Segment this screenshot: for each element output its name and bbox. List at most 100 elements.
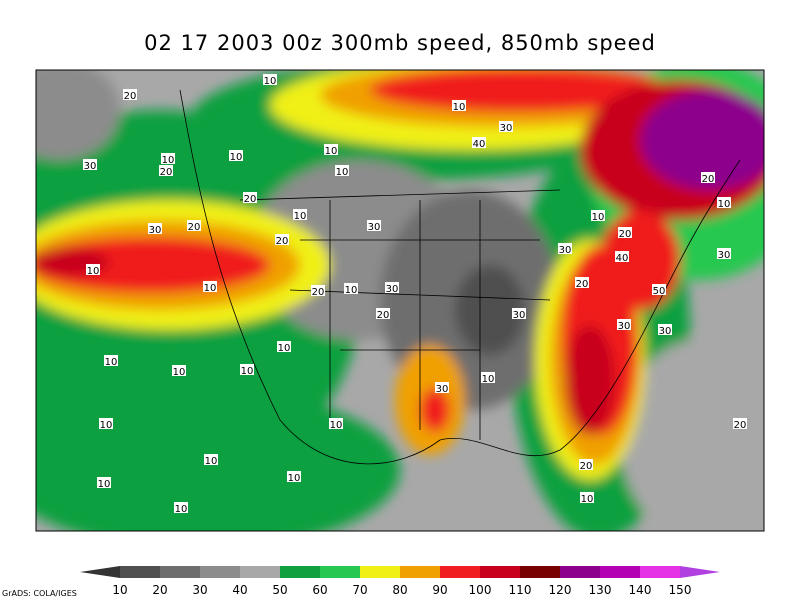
contour-label: 10 — [173, 367, 186, 378]
contour-label-box — [591, 210, 605, 221]
contour-label: 20 — [312, 287, 325, 298]
contour-label: 30 — [618, 321, 631, 332]
colorbar-label: 140 — [629, 583, 652, 597]
red-area — [420, 388, 450, 432]
contour-label: 10 — [482, 374, 495, 385]
contour-label: 10 — [294, 211, 307, 222]
map-title: 02 17 2003 00z 300mb speed, 850mb speed — [144, 31, 656, 55]
contour-label: 10 — [162, 155, 175, 166]
darkred-area — [565, 325, 615, 435]
contour-label-box — [335, 165, 349, 176]
map-field — [36, 70, 764, 531]
contour-label-box — [512, 308, 526, 319]
contour-label: 10 — [453, 102, 466, 113]
contour-label: 20 — [377, 310, 390, 321]
contour-label-box — [717, 197, 731, 208]
contour-label: 10 — [205, 456, 218, 467]
colorbar-box — [600, 566, 640, 578]
colorbar-label: 150 — [669, 583, 692, 597]
green-area — [36, 390, 400, 531]
coastline — [179, 89, 741, 465]
colorbar: 10 20 30 40 50 60 70 80 90 100 110 120 130 140 150 — [80, 566, 720, 597]
contour-label-box — [652, 284, 666, 295]
contour-label: 10 — [175, 504, 188, 515]
contour-label-box — [204, 454, 218, 465]
colorbar-label: 40 — [232, 583, 247, 597]
colorbar-label: 110 — [509, 583, 532, 597]
contour-label-box — [277, 341, 291, 352]
colorbar-box — [440, 566, 480, 578]
contour-label: 10 — [345, 285, 358, 296]
colorbar-box — [480, 566, 520, 578]
colorbar-box — [640, 566, 680, 578]
contour-label-box — [148, 223, 162, 234]
colorbar-label: 10 — [112, 583, 127, 597]
contour-label: 30 — [386, 284, 399, 295]
contour-label: 20 — [244, 194, 257, 205]
colorbar-box — [160, 566, 200, 578]
contour-label: 10 — [288, 473, 301, 484]
contour-label: 10 — [87, 266, 100, 277]
contour-label-box — [86, 264, 100, 275]
map-frame — [35, 69, 765, 532]
contour-label-box — [376, 308, 390, 319]
contour-label: 20 — [580, 461, 593, 472]
contour-label: 30 — [559, 245, 572, 256]
contour-label: 30 — [513, 310, 526, 321]
colorbar-box — [360, 566, 400, 578]
contour-label-box — [452, 100, 466, 111]
contour-label: 30 — [436, 384, 449, 395]
contour-label: 10 — [264, 76, 277, 87]
contour-label-box — [579, 459, 593, 470]
contour-label: 50 — [653, 286, 666, 297]
contour-label: 30 — [659, 326, 672, 337]
contour-label-box — [344, 283, 358, 294]
contour-label-box — [329, 418, 343, 429]
contour-label: 20 — [576, 279, 589, 290]
colorbar-box — [200, 566, 240, 578]
contour-label-box — [123, 89, 137, 100]
credit: GrADS: COLA/IGES — [2, 589, 77, 598]
colorbar-box — [560, 566, 600, 578]
contour-label: 30 — [149, 225, 162, 236]
contour-label-box — [385, 282, 399, 293]
contour-label: 10 — [336, 167, 349, 178]
colorbar-label: 50 — [272, 583, 287, 597]
contour-labels: 20 10 10 30 40 30 10 20 10 10 10 20 10 30 30 20 20 10 20 30… — [83, 74, 747, 515]
contour-label: 10 — [204, 283, 217, 294]
contour-label-box — [104, 355, 118, 366]
contour-label-box — [293, 209, 307, 220]
contour-label: 20 — [702, 174, 715, 185]
colorbar-label: 20 — [152, 583, 167, 597]
contour-label-box — [367, 220, 381, 231]
colorbar-end — [680, 566, 720, 578]
borders — [179, 89, 741, 465]
colorbar-box — [240, 566, 280, 578]
contour-label: 10 — [330, 420, 343, 431]
red-area — [600, 210, 680, 310]
contour-label-box — [499, 121, 513, 132]
contour-label-box — [472, 137, 486, 148]
contour-label: 20 — [188, 222, 201, 233]
contour-label-box — [240, 364, 254, 375]
contour-label-box — [618, 227, 632, 238]
contour-label: 30 — [500, 123, 513, 134]
contour-label: 10 — [230, 152, 243, 163]
contour-label: 40 — [616, 253, 629, 264]
dark-area — [455, 265, 525, 355]
contour-label-box — [617, 319, 631, 330]
contour-label-box — [575, 277, 589, 288]
contour-label-box — [97, 477, 111, 488]
contour-label: 30 — [718, 250, 731, 261]
contour-label: 20 — [619, 229, 632, 240]
colorbar-box — [520, 566, 560, 578]
colorbar-label: 80 — [392, 583, 407, 597]
contour-label-box — [159, 165, 173, 176]
gray-area — [620, 340, 764, 531]
contour-label-box — [324, 144, 338, 155]
contour-label-box — [287, 471, 301, 482]
colorbar-label: 90 — [432, 583, 447, 597]
gray-area — [36, 70, 120, 160]
